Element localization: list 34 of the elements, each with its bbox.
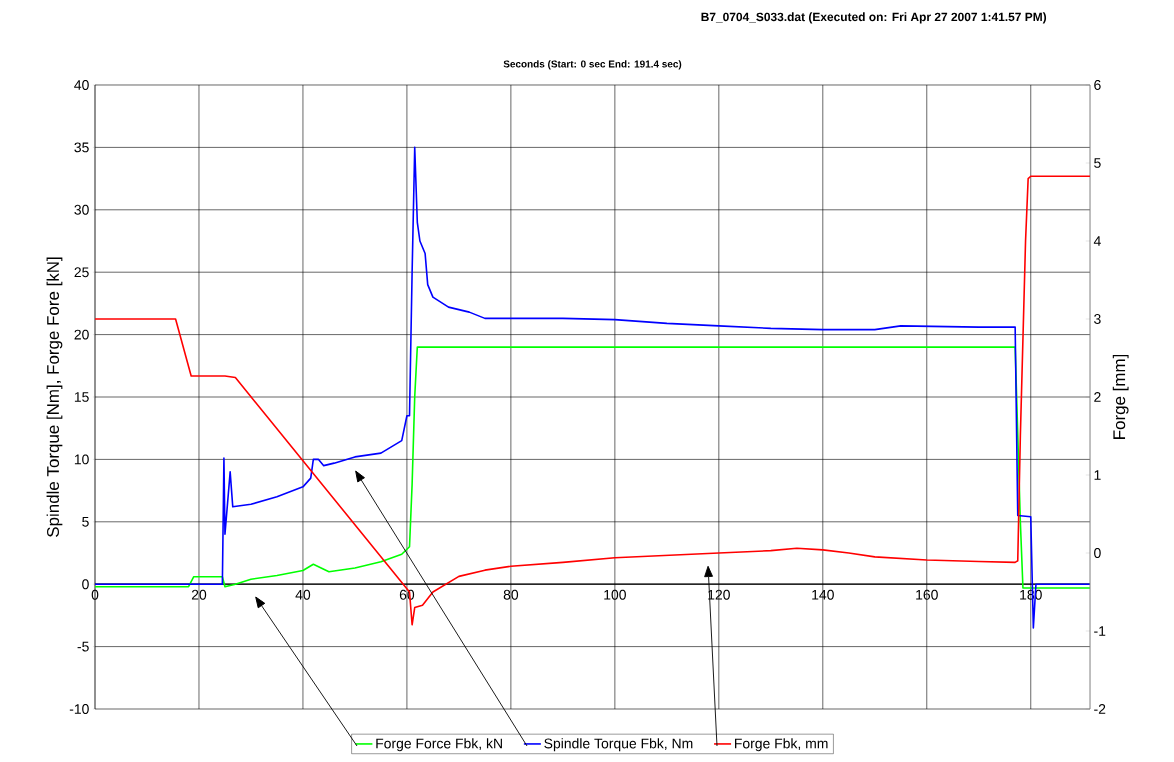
y2-tick-label: 0 xyxy=(1094,548,1101,558)
y2-axis-title: Forge [mm] xyxy=(1112,354,1129,439)
y-tick-label: 10 xyxy=(74,454,89,465)
x-tick-label: 140 xyxy=(812,589,834,600)
y-tick-label: 20 xyxy=(74,329,89,340)
y-tick-label: 35 xyxy=(74,142,89,153)
y2-tick-label: 1 xyxy=(1094,470,1101,480)
x-tick-label: 40 xyxy=(295,589,311,600)
x-tick-label: 100 xyxy=(604,589,626,600)
y2-tick-label: 2 xyxy=(1094,392,1101,402)
y2-tick-label: -1 xyxy=(1094,626,1106,636)
y2-tick-label: 4 xyxy=(1093,236,1101,246)
y-tick-label: -10 xyxy=(69,704,89,714)
y2-tick-label: 6 xyxy=(1094,80,1101,90)
y-tick-label: 25 xyxy=(74,267,89,278)
y2-tick-label: 5 xyxy=(1094,158,1101,168)
legend-label: Forge Fbk, mm xyxy=(735,738,828,752)
y-axis-title: Spindle Torque [Nm], Forge Fore [kN] xyxy=(46,257,63,537)
x-axis-title: Seconds (Start: 0 sec End: 191.4 sec) xyxy=(503,60,682,70)
y-tick-label: 30 xyxy=(74,204,89,215)
y-tick-label: 5 xyxy=(82,516,89,527)
x-tick-label: 0 xyxy=(91,589,99,600)
y-tick-label: 0 xyxy=(82,579,89,590)
legend-label: Spindle Torque Fbk, Nm xyxy=(544,738,693,752)
y-tick-label: -5 xyxy=(77,641,89,652)
y2-tick-label: -2 xyxy=(1094,704,1106,714)
y-tick-label: 15 xyxy=(74,392,89,402)
x-tick-label: 160 xyxy=(916,589,938,600)
legend-label: Forge Force Fbk, kN xyxy=(376,738,502,752)
y2-tick-label: 3 xyxy=(1094,314,1101,324)
y-tick-label: 40 xyxy=(74,80,89,90)
x-tick-label: 80 xyxy=(503,589,519,600)
x-tick-label: 20 xyxy=(191,589,207,600)
chart-title: B7_0704_S033.dat (Executed on: Fri Apr 27 2007 1:41.57 PM) xyxy=(701,12,1047,24)
